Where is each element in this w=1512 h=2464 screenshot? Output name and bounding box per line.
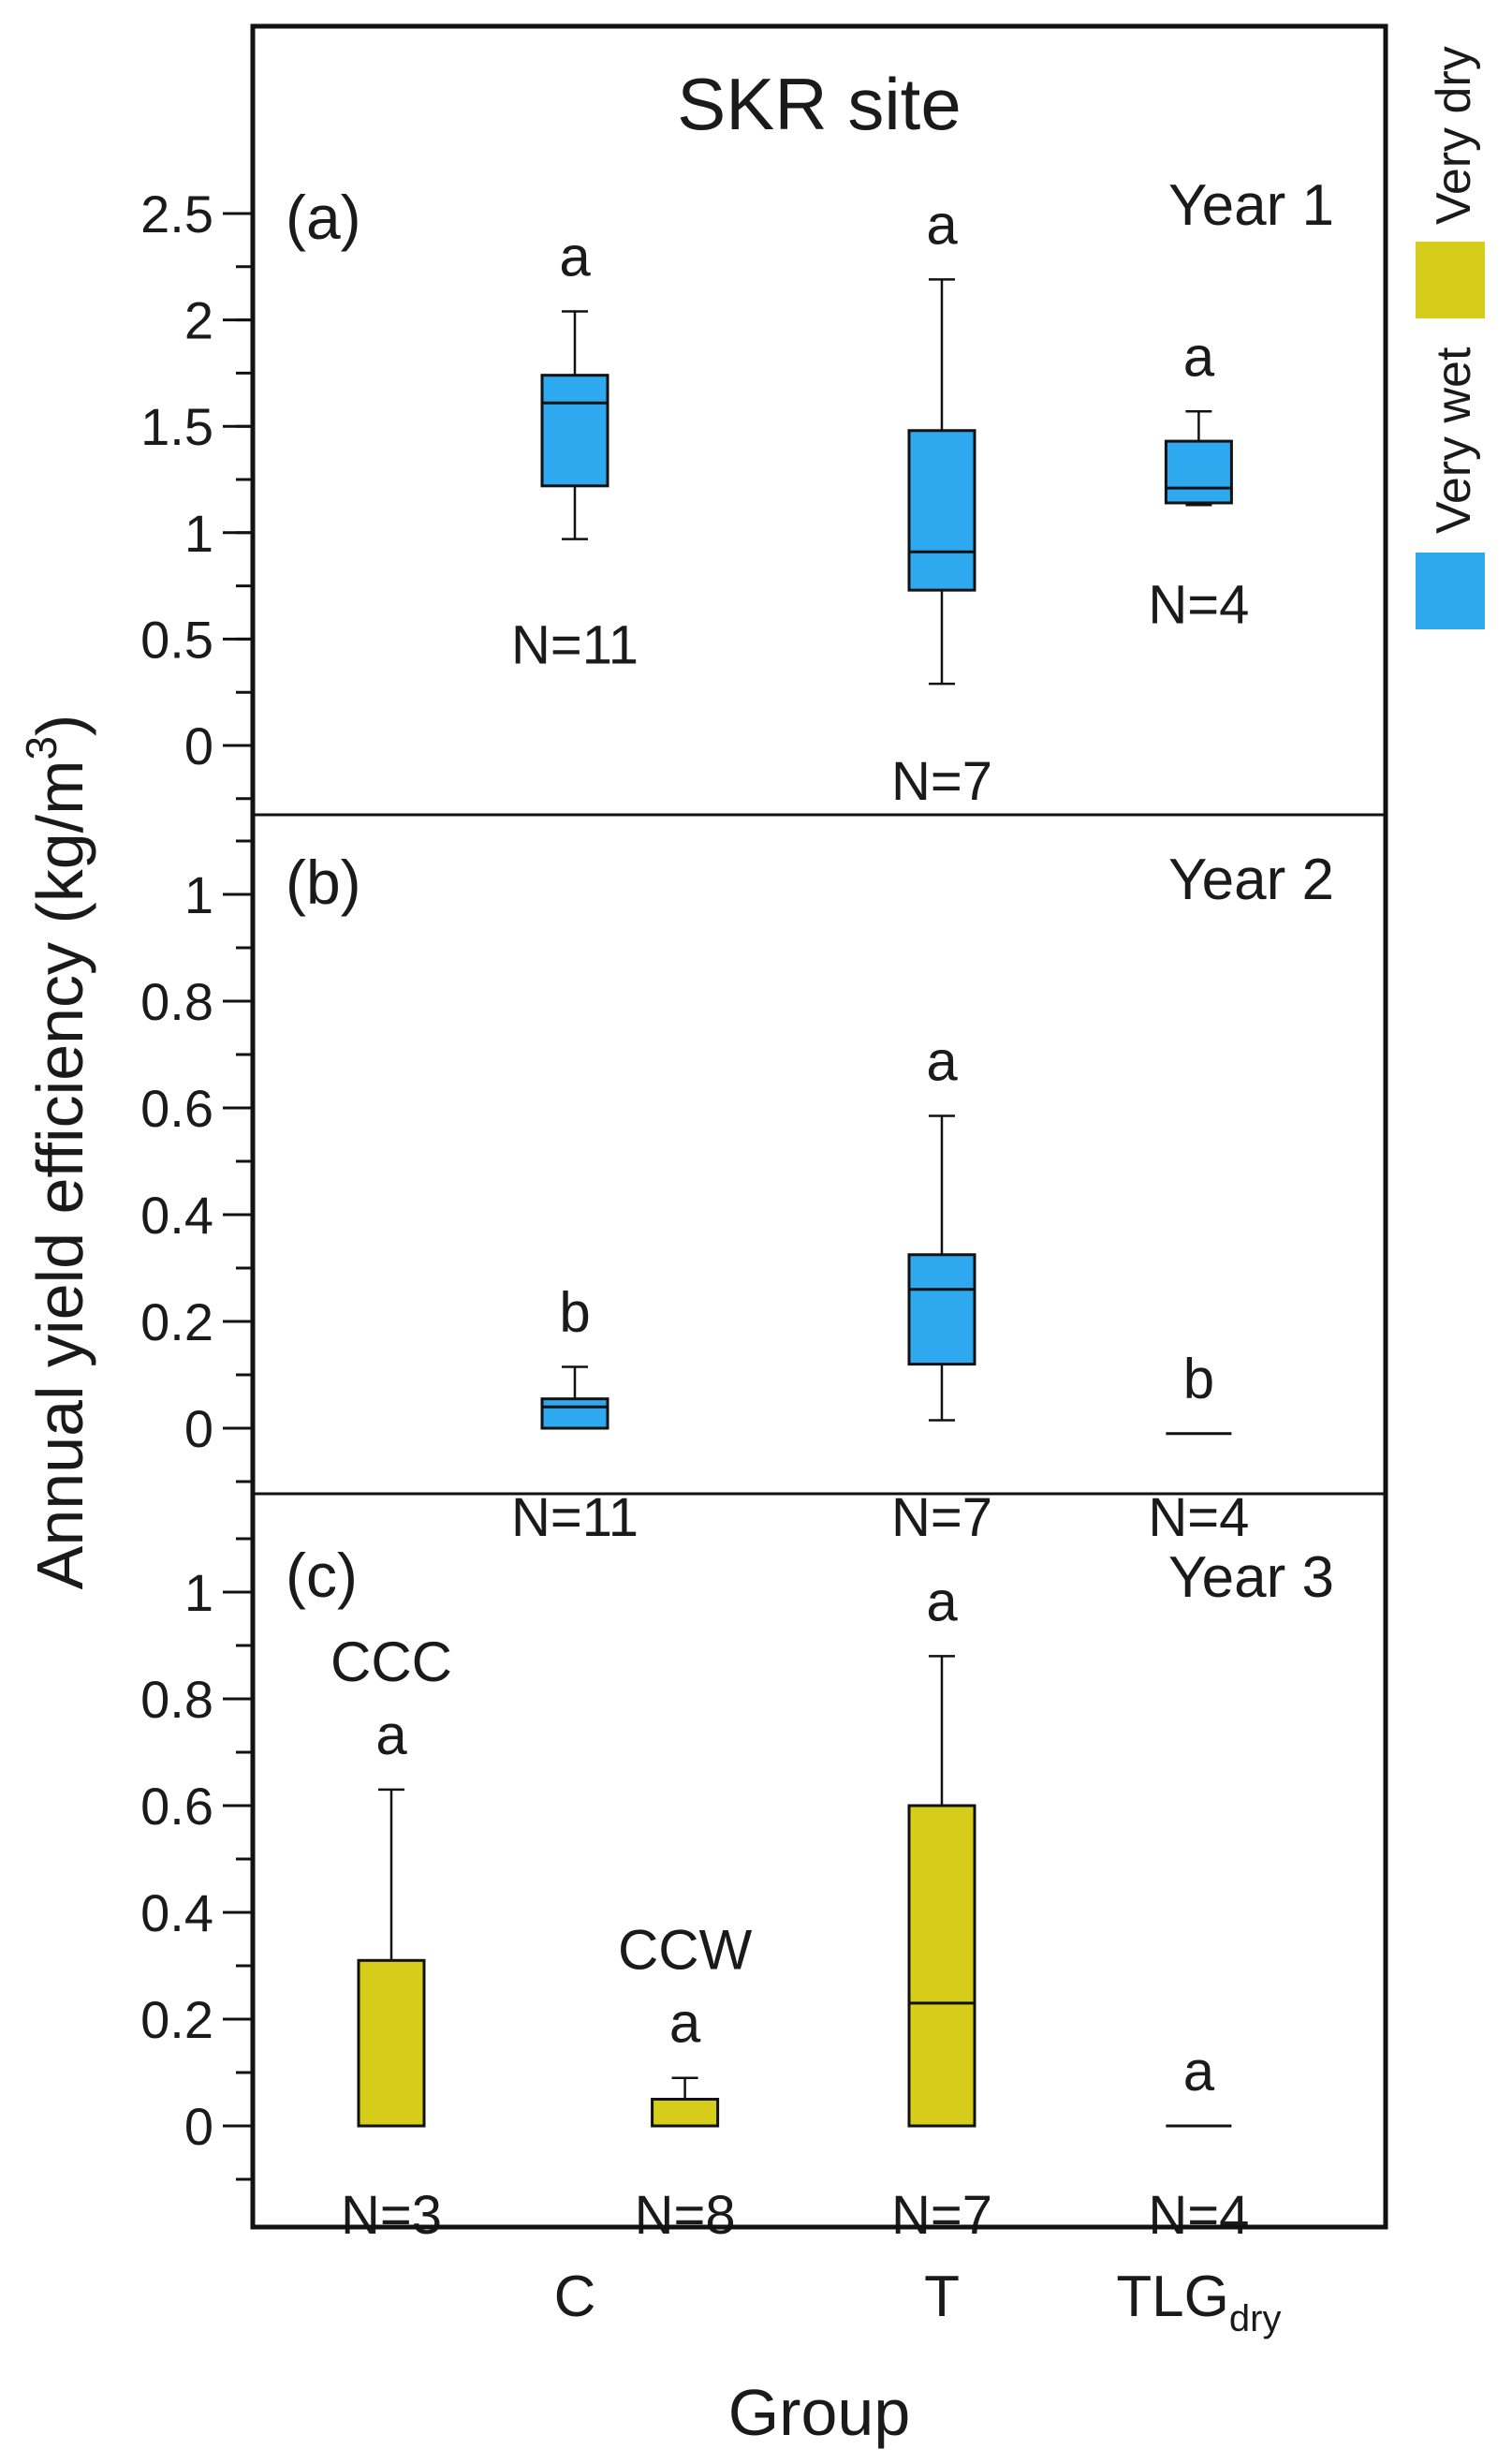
- box-x1: b N=11: [511, 1280, 639, 1548]
- box-iqr: [1164, 439, 1233, 505]
- sample-size-label: N=4: [1148, 2185, 1249, 2246]
- subgroup-label: CCW: [618, 1919, 753, 1982]
- plot-frame: [250, 23, 1388, 2230]
- box-iqr: [907, 429, 976, 592]
- panel-3: (c) Year 3 0 0.2 0.4 0.6 0.8 1 a CCC N=3 a CCW N=8 a N=…: [140, 1537, 1334, 2246]
- panel-year-label: Year 2: [1168, 848, 1334, 912]
- y-tick-label: 2.5: [140, 184, 213, 243]
- y-tick-label: 0: [184, 716, 213, 775]
- significance-letter: a: [926, 1570, 958, 1632]
- y-axis-label-superscript: 3: [17, 736, 66, 760]
- panels: (a) Year 1 0 0.5 1 1.5 2 2.5 a N=11 a N=7 a N=4 (b) Yea…: [140, 173, 1386, 2246]
- panel-2: (b) Year 2 0 0.2 0.4 0.6 0.8 1 b N=11 a N=7 b N=4: [140, 839, 1386, 1548]
- y-tick-label: 1: [184, 504, 213, 563]
- y-tick-label: 0.4: [140, 1186, 213, 1245]
- panel-label: (a): [286, 183, 361, 252]
- box-x2.7: a N=4: [1148, 2040, 1249, 2246]
- box-iqr: [540, 1397, 609, 1430]
- sample-size-label: N=3: [341, 2185, 442, 2246]
- x-category-label: T: [924, 2265, 960, 2329]
- sample-size-label: N=7: [891, 2185, 992, 2246]
- y-tick-label: 0.6: [140, 1777, 213, 1836]
- y-tick-label: 0.8: [140, 972, 213, 1031]
- x-category-subscript: dry: [1229, 2298, 1282, 2339]
- significance-letter: a: [1183, 325, 1215, 388]
- significance-letter: a: [669, 1992, 701, 2055]
- y-tick-label: 0.6: [140, 1079, 213, 1138]
- box-iqr: [540, 374, 609, 488]
- significance-letter: a: [1183, 2040, 1215, 2103]
- box-iqr: [651, 2098, 720, 2128]
- chart-title: SKR site: [677, 63, 961, 145]
- significance-letter: a: [559, 226, 591, 288]
- x-category-label: TLGdry: [1116, 2265, 1281, 2339]
- y-axis-label: Annual yield efficiency (kg/m3): [17, 715, 96, 1590]
- sample-size-label: N=4: [1148, 1487, 1249, 1548]
- legend-item-very-wet: Very wet: [1416, 347, 1485, 629]
- y-tick-label: 1: [184, 865, 213, 924]
- panel-year-label: Year 3: [1168, 1545, 1334, 1610]
- y-tick-label: 2: [184, 291, 213, 350]
- panel-label: (c): [286, 1541, 358, 1610]
- box-x2.7: b N=4: [1148, 1348, 1249, 1548]
- x-category-name: TLG: [1116, 2265, 1229, 2329]
- legend-swatch: [1416, 242, 1485, 318]
- significance-letter: a: [926, 1030, 958, 1093]
- sample-size-label: N=11: [511, 615, 639, 676]
- x-category-name: C: [554, 2265, 596, 2329]
- significance-letter: a: [375, 1704, 407, 1766]
- y-tick-label: 0.5: [140, 610, 213, 669]
- sample-size-label: N=4: [1148, 574, 1249, 635]
- box-x2: a N=7: [891, 1030, 992, 1548]
- y-tick-label: 0.2: [140, 1990, 213, 2049]
- panel-1: (a) Year 1 0 0.5 1 1.5 2 2.5 a N=11 a N=7 a N=4: [140, 173, 1386, 817]
- y-tick-label: 1.5: [140, 397, 213, 456]
- significance-letter: b: [1183, 1348, 1214, 1410]
- x-category-name: T: [924, 2265, 960, 2329]
- y-tick-label: 1: [184, 1563, 213, 1622]
- legend: Very dry Very wet: [1416, 46, 1485, 629]
- x-axis-label: Group: [728, 2376, 911, 2449]
- y-tick-label: 0.2: [140, 1292, 213, 1351]
- legend-item-very-dry: Very dry: [1416, 46, 1485, 318]
- sample-size-label: N=11: [511, 1487, 639, 1548]
- panel-label: (b): [286, 848, 361, 917]
- legend-swatch: [1416, 553, 1485, 629]
- box-x2.7: a N=4: [1148, 325, 1249, 635]
- subgroup-label: CCC: [330, 1630, 452, 1693]
- box-iqr: [357, 1958, 426, 2128]
- y-tick-label: 0: [184, 2097, 213, 2156]
- panel-year-label: Year 1: [1168, 173, 1334, 238]
- x-axis-categories: C T TLGdry: [554, 2265, 1282, 2339]
- box-iqr: [907, 1804, 976, 2128]
- significance-letter: a: [926, 193, 958, 256]
- legend-label: Very wet: [1427, 347, 1481, 534]
- box-x1: a N=11: [511, 226, 639, 676]
- sample-size-label: N=7: [891, 1487, 992, 1548]
- y-tick-label: 0.4: [140, 1883, 213, 1942]
- sample-size-label: N=8: [635, 2185, 736, 2246]
- box-x2: a N=7: [891, 1570, 992, 2246]
- box-ccc: a CCC N=3: [330, 1630, 452, 2246]
- x-category-label: C: [554, 2265, 596, 2329]
- box-ccw: a CCW N=8: [618, 1919, 753, 2246]
- y-tick-label: 0: [184, 1399, 213, 1458]
- y-tick-label: 0.8: [140, 1670, 213, 1729]
- box-x2: a N=7: [891, 193, 992, 812]
- box-iqr: [907, 1253, 976, 1366]
- legend-label: Very dry: [1427, 46, 1481, 225]
- significance-letter: b: [559, 1280, 590, 1343]
- sample-size-label: N=7: [891, 751, 992, 812]
